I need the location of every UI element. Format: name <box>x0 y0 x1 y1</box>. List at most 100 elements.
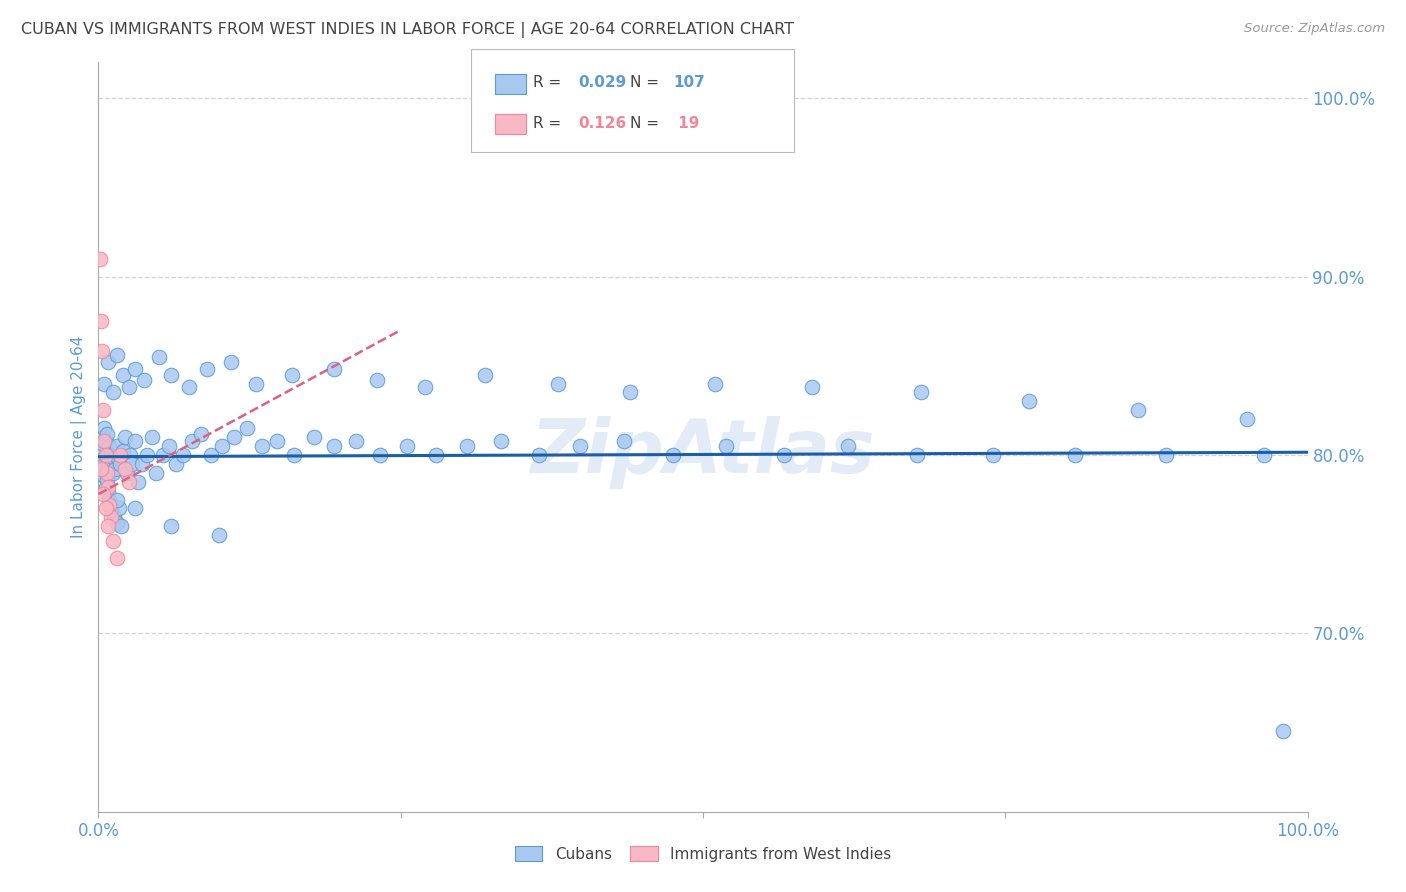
Y-axis label: In Labor Force | Age 20-64: In Labor Force | Age 20-64 <box>72 336 87 538</box>
Point <box>96 466 118 480</box>
Point <box>266 434 288 448</box>
Point <box>141 430 163 444</box>
Point <box>101 533 124 548</box>
Text: N =: N = <box>630 76 664 90</box>
Point <box>302 430 325 444</box>
Point <box>93 469 115 483</box>
Point <box>1154 448 1177 462</box>
Point <box>100 457 122 471</box>
Point <box>283 448 305 462</box>
Point <box>211 439 233 453</box>
Point <box>456 439 478 453</box>
Point <box>105 492 128 507</box>
Point <box>90 462 112 476</box>
Point <box>180 434 202 448</box>
Point <box>489 434 512 448</box>
Point <box>1018 394 1040 409</box>
Point <box>100 510 122 524</box>
Point <box>395 439 418 453</box>
Point <box>104 462 127 476</box>
Point <box>114 462 136 476</box>
Point <box>91 430 114 444</box>
Point <box>94 434 117 448</box>
Point <box>222 430 245 444</box>
Point <box>96 473 118 487</box>
Point <box>93 376 115 391</box>
Point <box>91 462 114 476</box>
Text: 19: 19 <box>673 116 700 130</box>
Point <box>800 380 823 394</box>
Point <box>195 362 218 376</box>
Point <box>121 457 143 471</box>
Point <box>547 376 569 391</box>
Text: ZipAtlas: ZipAtlas <box>530 416 876 489</box>
Point <box>905 448 928 462</box>
Point <box>568 439 591 453</box>
Point <box>344 434 367 448</box>
Point <box>160 368 183 382</box>
Text: CUBAN VS IMMIGRANTS FROM WEST INDIES IN LABOR FORCE | AGE 20-64 CORRELATION CHAR: CUBAN VS IMMIGRANTS FROM WEST INDIES IN … <box>21 22 794 38</box>
Text: R =: R = <box>533 116 567 130</box>
Point <box>157 439 180 453</box>
Point <box>773 448 796 462</box>
Point <box>1272 724 1295 739</box>
Point <box>105 439 128 453</box>
Point <box>98 498 121 512</box>
Point <box>135 448 157 462</box>
Legend: Cubans, Immigrants from West Indies: Cubans, Immigrants from West Indies <box>509 839 897 868</box>
Text: 107: 107 <box>673 76 706 90</box>
Point <box>366 373 388 387</box>
Point <box>97 355 120 369</box>
Point <box>124 362 146 376</box>
Point <box>910 385 932 400</box>
Point <box>110 519 132 533</box>
Point <box>152 448 174 462</box>
Text: 0.126: 0.126 <box>578 116 626 130</box>
Point <box>245 376 267 391</box>
Point <box>172 448 194 462</box>
Point <box>281 368 304 382</box>
Point <box>100 501 122 516</box>
Point <box>613 434 636 448</box>
Point <box>117 466 139 480</box>
Point <box>100 448 122 462</box>
Point <box>323 439 346 453</box>
Point <box>134 373 156 387</box>
Point <box>94 448 117 462</box>
Point <box>105 348 128 362</box>
Point <box>704 376 727 391</box>
Text: R =: R = <box>533 76 567 90</box>
Point <box>714 439 737 453</box>
Point <box>108 448 131 462</box>
Point <box>1064 448 1087 462</box>
Point <box>91 487 114 501</box>
Point <box>105 516 128 530</box>
Point <box>105 551 128 566</box>
Point <box>98 439 121 453</box>
Point <box>108 501 131 516</box>
Text: 0.029: 0.029 <box>578 76 626 90</box>
Point <box>90 314 112 328</box>
Point <box>165 457 187 471</box>
Point <box>91 458 114 473</box>
Point <box>93 434 115 448</box>
Point <box>103 510 125 524</box>
Point <box>111 368 134 382</box>
Point <box>619 385 641 400</box>
Point <box>90 442 112 457</box>
Point <box>101 466 124 480</box>
Point <box>111 444 134 458</box>
Point <box>474 368 496 382</box>
Point <box>425 448 447 462</box>
Point <box>131 457 153 471</box>
Point <box>837 439 859 453</box>
Point <box>127 475 149 489</box>
Point <box>118 448 141 462</box>
Point <box>94 480 117 494</box>
Point <box>91 344 114 359</box>
Point <box>145 466 167 480</box>
Point <box>190 426 212 441</box>
Text: N =: N = <box>630 116 664 130</box>
Point <box>97 519 120 533</box>
Text: Source: ZipAtlas.com: Source: ZipAtlas.com <box>1244 22 1385 36</box>
